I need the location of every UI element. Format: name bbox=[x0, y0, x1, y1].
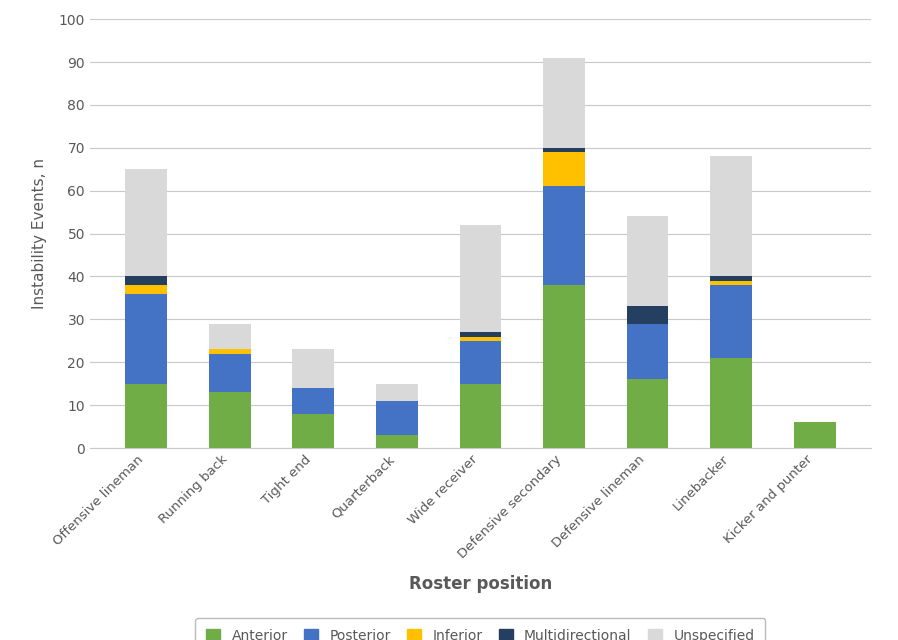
Bar bbox=[710, 358, 752, 448]
Bar bbox=[209, 392, 251, 448]
Bar bbox=[209, 349, 251, 354]
Bar bbox=[710, 276, 752, 281]
Bar bbox=[710, 285, 752, 358]
Bar bbox=[627, 324, 668, 380]
Bar bbox=[543, 148, 585, 152]
Bar bbox=[209, 354, 251, 392]
Bar bbox=[376, 401, 418, 435]
Bar bbox=[126, 285, 167, 294]
Bar bbox=[627, 307, 668, 324]
Bar bbox=[376, 383, 418, 401]
Bar bbox=[627, 216, 668, 307]
Bar bbox=[126, 294, 167, 383]
Bar bbox=[543, 186, 585, 285]
Y-axis label: Instability Events, n: Instability Events, n bbox=[32, 158, 48, 309]
Bar bbox=[126, 169, 167, 276]
X-axis label: Roster position: Roster position bbox=[409, 575, 552, 593]
Bar bbox=[126, 276, 167, 285]
Bar bbox=[293, 349, 334, 388]
Bar bbox=[460, 383, 501, 448]
Bar bbox=[543, 285, 585, 448]
Bar bbox=[126, 383, 167, 448]
Bar bbox=[460, 340, 501, 383]
Bar bbox=[376, 435, 418, 448]
Legend: Anterior, Posterior, Inferior, Multidirectional, Unspecified: Anterior, Posterior, Inferior, Multidire… bbox=[196, 618, 765, 640]
Bar bbox=[543, 58, 585, 148]
Bar bbox=[209, 324, 251, 349]
Bar bbox=[710, 281, 752, 285]
Bar bbox=[460, 332, 501, 337]
Bar bbox=[460, 337, 501, 340]
Bar bbox=[543, 152, 585, 186]
Bar bbox=[794, 422, 835, 448]
Bar bbox=[710, 156, 752, 276]
Bar bbox=[460, 225, 501, 332]
Bar bbox=[627, 380, 668, 448]
Bar bbox=[293, 413, 334, 448]
Bar bbox=[293, 388, 334, 413]
